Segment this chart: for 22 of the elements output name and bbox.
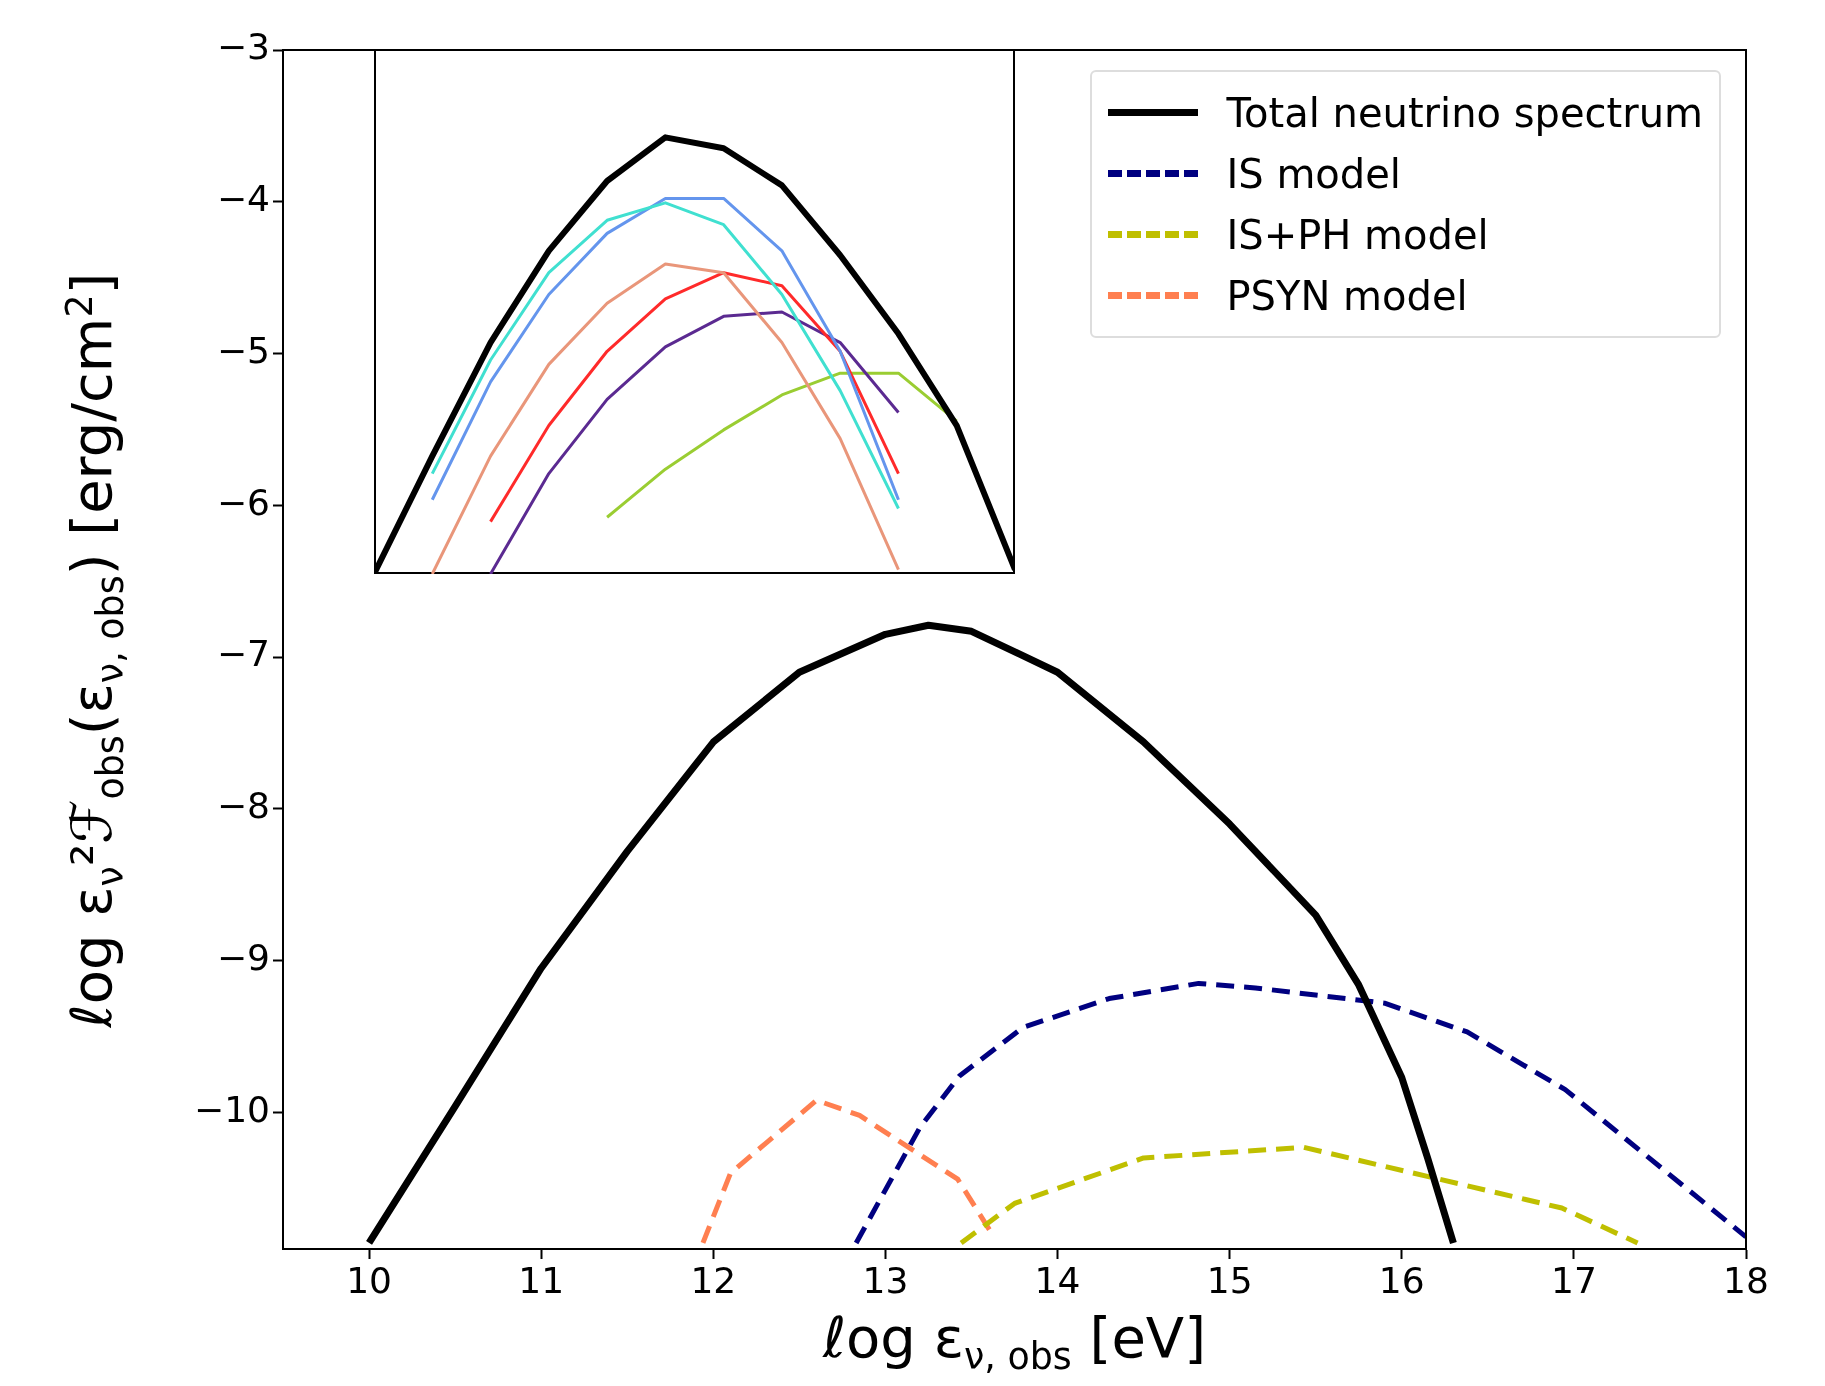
x-tick-label: 17 — [1550, 1259, 1597, 1301]
y-tick-label: −4 — [216, 178, 270, 220]
x-tick-label: 11 — [518, 1259, 565, 1301]
legend-label: IS+PH model — [1226, 211, 1489, 258]
legend-label: PSYN model — [1226, 272, 1468, 319]
x-axis-title: ℓog ε$_{ν, obs}$ [eV] — [821, 1305, 1208, 1379]
y-tick-label: −3 — [216, 26, 270, 68]
x-tick-label: 16 — [1378, 1259, 1425, 1301]
legend-label: IS model — [1226, 150, 1401, 197]
y-tick-label: −10 — [194, 1088, 270, 1130]
x-tick-label: 10 — [346, 1259, 392, 1301]
x-tick-label: 15 — [1206, 1259, 1253, 1301]
y-tick-label: −8 — [216, 785, 270, 827]
y-tick-label: −7 — [216, 633, 270, 675]
x-tick-label: 18 — [1723, 1259, 1769, 1301]
y-tick-label: −6 — [216, 481, 270, 523]
y-tick-label: −5 — [216, 329, 270, 371]
y-tick-label: −9 — [216, 936, 270, 978]
x-tick-label: 14 — [1034, 1259, 1081, 1301]
legend-label: Total neutrino spectrum — [1226, 89, 1703, 136]
x-tick-label: 13 — [862, 1259, 909, 1301]
x-tick-label: 12 — [690, 1259, 737, 1301]
